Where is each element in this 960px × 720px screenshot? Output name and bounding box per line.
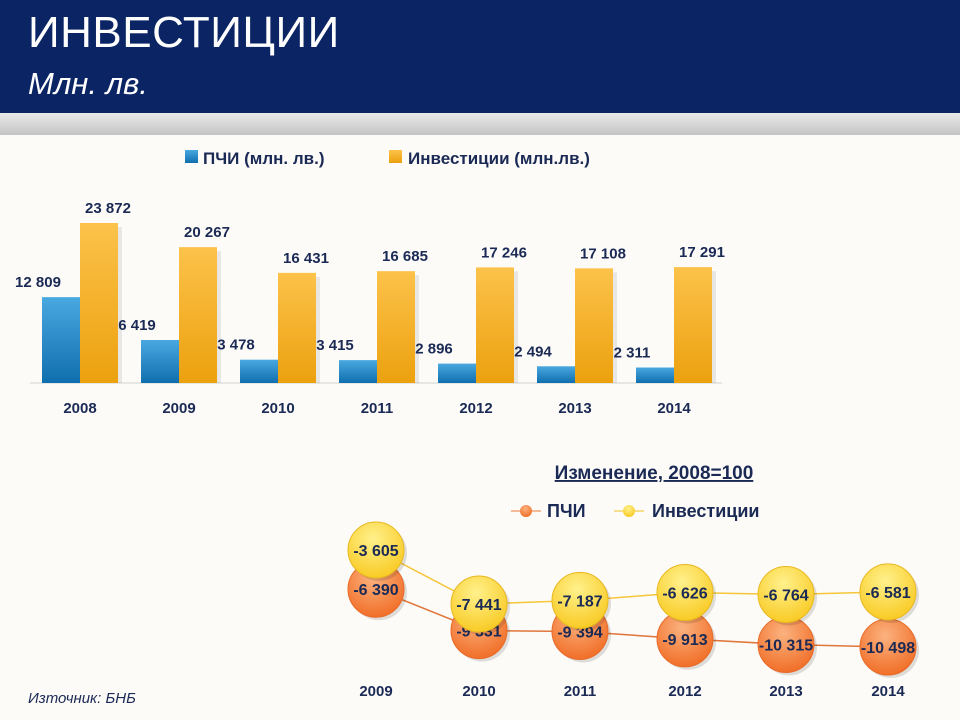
x-tick-label: 2009 [162, 400, 195, 417]
legend-label-pci: ПЧИ [547, 501, 586, 521]
x-tick-label: 2008 [63, 400, 96, 417]
x-tick-label: 2014 [871, 683, 905, 700]
data-label-investments: 20 267 [184, 224, 230, 241]
bar-pci [240, 359, 278, 383]
data-label-investments: 16 431 [283, 250, 329, 267]
data-label-pci: -10 498 [861, 640, 915, 657]
bar-investments [80, 223, 118, 383]
bar-pci [438, 363, 476, 383]
bar-investments [179, 247, 217, 383]
data-label-investments: -7 187 [557, 593, 602, 610]
data-label-pci: -10 315 [759, 637, 813, 654]
legend-swatch-investments [389, 150, 402, 163]
data-label-pci: -6 390 [353, 582, 398, 599]
data-label-pci: 6 419 [118, 317, 156, 334]
data-label-pci: 3 478 [217, 337, 255, 354]
data-label-investments: -7 441 [456, 597, 501, 614]
x-tick-label: 2012 [668, 683, 701, 700]
data-label-pci: -9 394 [557, 625, 602, 642]
data-label-pci: 3 415 [316, 337, 354, 354]
legend-marker-investments [623, 505, 635, 517]
line-chart-title: Изменение, 2008=100 [555, 463, 754, 484]
legend-swatch-pci [185, 150, 198, 163]
x-tick-label: 2009 [359, 683, 392, 700]
x-tick-label: 2010 [261, 400, 294, 417]
x-tick-label: 2013 [769, 683, 802, 700]
data-label-pci: -9 913 [662, 632, 707, 649]
source-note: Източник: БНБ [28, 690, 136, 707]
legend-label-pci: ПЧИ (млн. лв.) [203, 149, 325, 168]
legend-marker-pci [520, 505, 532, 517]
bar-investments [674, 267, 712, 383]
marker-investments [450, 575, 508, 633]
marker-investments [347, 521, 405, 579]
bar-pci [141, 339, 179, 383]
x-tick-label: 2013 [558, 400, 591, 417]
bar-pci [42, 297, 80, 383]
page-title: ИНВЕСТИЦИИ [28, 8, 340, 57]
data-label-pci: 2 494 [514, 343, 552, 360]
data-label-investments: -6 626 [662, 586, 707, 603]
data-label-investments: 17 291 [679, 244, 725, 261]
data-label-pci: 12 809 [15, 274, 61, 291]
x-tick-label: 2011 [564, 683, 597, 700]
data-label-investments: 17 108 [580, 245, 626, 262]
marker-investments [656, 564, 714, 622]
marker-investments [551, 571, 609, 629]
data-label-investments: -6 581 [865, 585, 910, 602]
bar-pci [339, 360, 377, 383]
bar-investments [575, 268, 613, 383]
page-subtitle: Млн. лв. [28, 66, 148, 101]
legend-label-investments: Инвестиции (млн.лв.) [408, 149, 590, 168]
header-divider [0, 113, 960, 135]
data-label-investments: -3 605 [353, 543, 398, 560]
header-banner: ИНВЕСТИЦИИ Млн. лв. [0, 0, 960, 113]
data-label-investments: 16 685 [382, 248, 428, 265]
data-label-investments: -6 764 [763, 587, 808, 604]
x-tick-label: 2014 [657, 400, 691, 417]
bar-investments [278, 272, 316, 383]
legend-label-investments: Инвестиции [652, 501, 760, 521]
data-label-investments: 23 872 [85, 200, 131, 217]
x-tick-label: 2011 [361, 400, 394, 417]
data-label-pci: 2 896 [415, 341, 453, 358]
bar-pci [537, 366, 575, 383]
marker-investments [859, 563, 917, 621]
bar-investments [476, 267, 514, 383]
marker-investments [757, 565, 815, 623]
x-tick-label: 2010 [462, 683, 495, 700]
bar-pci [636, 367, 674, 383]
data-label-pci: 2 311 [614, 345, 651, 362]
x-tick-label: 2012 [459, 400, 492, 417]
bar-investments [377, 271, 415, 383]
data-label-investments: 17 246 [481, 244, 527, 261]
